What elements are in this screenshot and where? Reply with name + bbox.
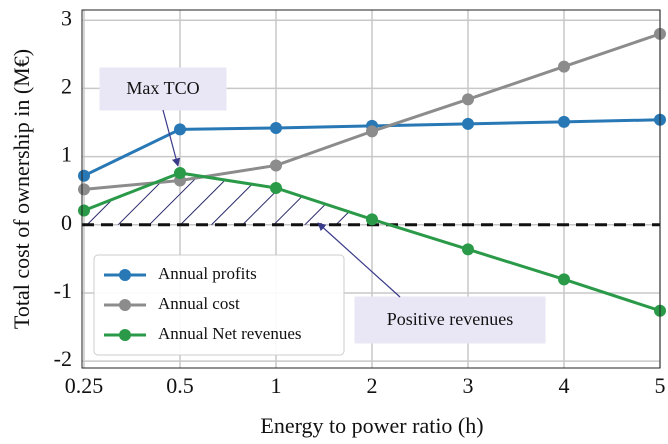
legend-label: Annual Net revenues (158, 324, 302, 343)
data-point (462, 243, 474, 256)
legend-marker (119, 269, 131, 281)
legend-marker (119, 299, 131, 311)
data-point (78, 204, 90, 217)
hatched-region (84, 172, 390, 225)
annotation-arrow (162, 109, 181, 167)
data-point (270, 181, 282, 194)
y-tick-label: 3 (61, 5, 72, 30)
data-point (366, 213, 378, 226)
x-tick-label: 5 (655, 373, 666, 398)
data-point (558, 273, 570, 286)
plot (78, 27, 666, 317)
annotation: Max TCO (126, 78, 199, 98)
x-tick-label: 0.25 (65, 373, 104, 398)
data-point (78, 183, 90, 196)
x-tick-label: 1 (271, 373, 282, 398)
annotation-box (354, 296, 546, 344)
data-point (558, 115, 570, 128)
legend-label: Annual profits (158, 264, 257, 283)
data-point (78, 169, 90, 182)
data-point (174, 123, 186, 136)
y-tick-label: 0 (61, 210, 72, 235)
x-axis-label: Energy to power ratio (h) (260, 413, 483, 438)
y-tick-label: -2 (54, 346, 72, 371)
x-tick-label: 0.5 (166, 373, 194, 398)
data-point (558, 60, 570, 73)
annotation-arrow (317, 222, 401, 298)
annotation: Positive revenues (387, 309, 513, 329)
legend: Annual profits Annual cost Annual Net reve… (93, 254, 345, 356)
y-tick-label: 1 (61, 142, 72, 167)
data-point (270, 159, 282, 172)
data-point (462, 117, 474, 130)
x-tick-label: 2 (367, 373, 378, 398)
x-tick-label: 4 (559, 373, 570, 398)
legend-label: Annual cost (158, 294, 240, 313)
annotation-box (99, 67, 227, 111)
legend-marker (119, 329, 131, 341)
x-tick-label: 3 (463, 373, 474, 398)
data-point (366, 125, 378, 138)
data-point (174, 166, 186, 179)
plot-frame (81, 9, 661, 369)
y-axis-label: Total cost of ownership in (M€) (9, 49, 34, 329)
legend-box (93, 254, 345, 356)
data-point (462, 93, 474, 106)
data-point (270, 121, 282, 134)
y-tick-label: -1 (54, 278, 72, 303)
y-tick-label: 2 (61, 73, 72, 98)
